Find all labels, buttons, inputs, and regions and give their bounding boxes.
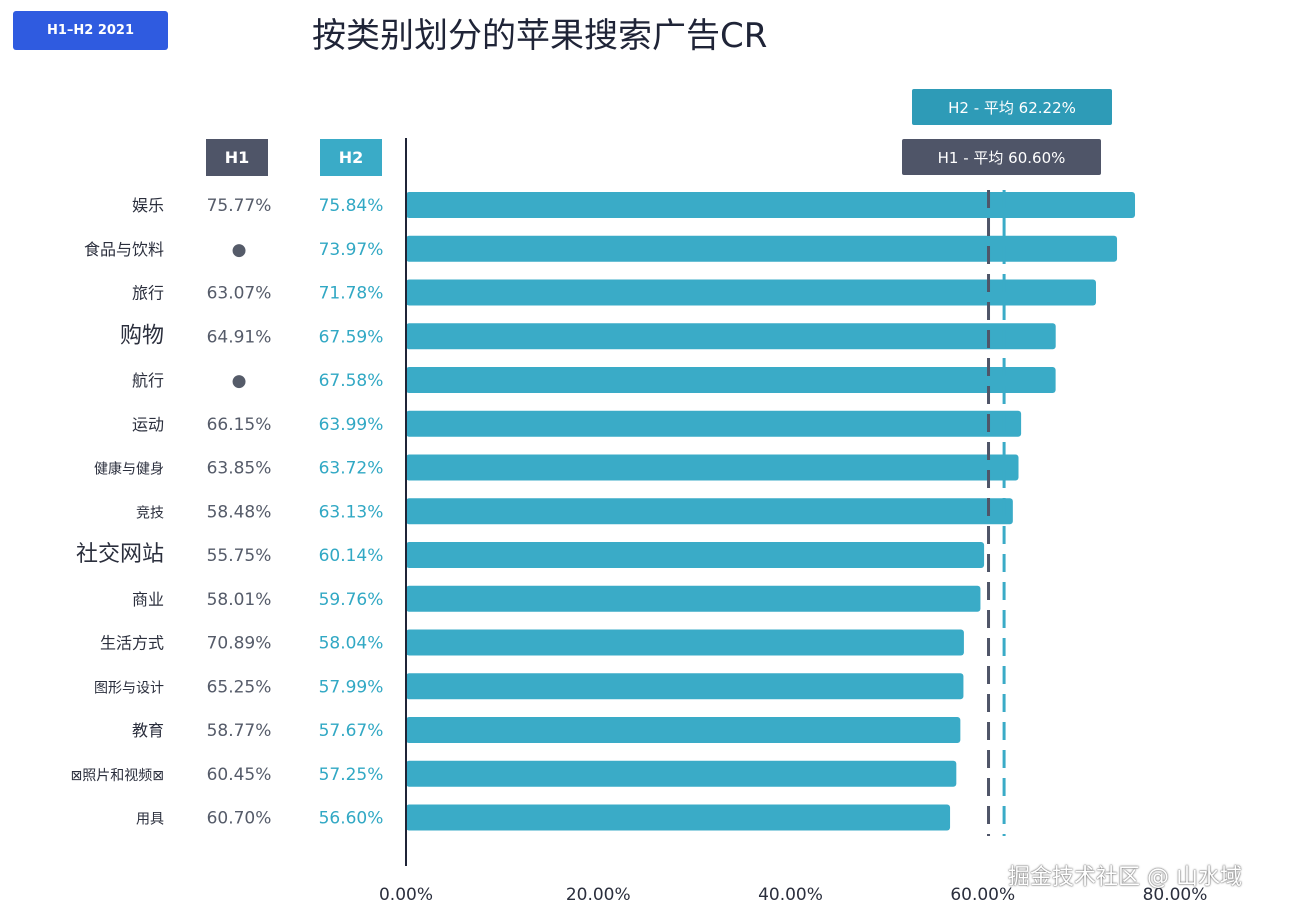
category-label: 购物: [120, 323, 164, 348]
category-label: 娱乐: [132, 196, 164, 215]
x-tick-label: 20.00%: [566, 885, 631, 905]
category-label: 生活方式: [100, 634, 164, 653]
bar-h2: [406, 410, 1022, 437]
h2-value-label: 73.97%: [319, 240, 384, 260]
h2-value-label: 57.99%: [319, 677, 384, 697]
h1-value-label: 55.75%: [207, 546, 272, 566]
x-tick-label: 0.00%: [379, 885, 433, 905]
bar-h2: [406, 804, 951, 831]
h1-value-label: 64.91%: [207, 327, 272, 347]
h1-value-label: ●: [232, 240, 247, 260]
category-label: 食品与饮料: [84, 240, 164, 259]
bar-h2: [406, 629, 964, 656]
h2-value-label: 59.76%: [319, 590, 384, 610]
h2-column-header: H2: [320, 139, 382, 176]
h1-value-label: 63.85%: [207, 459, 272, 479]
x-tick-label: 40.00%: [758, 885, 823, 905]
h1-value-label: ●: [232, 371, 247, 391]
x-tick-label: 60.00%: [950, 885, 1015, 905]
category-label: 竞技: [136, 504, 164, 521]
category-label: 健康与健身: [94, 461, 164, 478]
bar-h2: [406, 279, 1096, 306]
h1-value-label: 66.15%: [207, 415, 272, 435]
category-label: 商业: [132, 590, 164, 609]
h2-value-label: 60.14%: [319, 546, 384, 566]
h1-value-label: 60.70%: [207, 809, 272, 829]
bar-h2: [406, 235, 1118, 262]
h2-value-label: 71.78%: [319, 284, 384, 304]
x-tick-label: 80.00%: [1143, 885, 1208, 905]
h1-value-label: 58.48%: [207, 502, 272, 522]
h2-value-label: 58.04%: [319, 634, 384, 654]
h1-value-label: 65.25%: [207, 677, 272, 697]
h2-value-label: 63.72%: [319, 459, 384, 479]
category-label: 运动: [132, 415, 164, 434]
bar-h2: [406, 323, 1056, 350]
bar-h2: [406, 498, 1013, 525]
h1-average-label: H1 - 平均 60.60%: [902, 139, 1101, 175]
h1-value-label: 63.07%: [207, 284, 272, 304]
category-label: ⊠照片和视频⊠: [71, 768, 164, 784]
h2-average-label: H2 - 平均 62.22%: [912, 89, 1112, 125]
bar-h2: [406, 367, 1056, 393]
bar-h2: [406, 454, 1019, 481]
h2-value-label: 56.60%: [319, 809, 384, 829]
period-badge: H1–H2 2021: [13, 11, 168, 50]
category-label: 航行: [132, 371, 164, 390]
h2-value-label: 67.59%: [319, 327, 384, 347]
category-label: 旅行: [132, 284, 164, 303]
h1-value-label: 75.77%: [207, 196, 272, 216]
h1-column-header: H1: [206, 139, 268, 176]
bar-h2: [406, 717, 961, 743]
h2-value-label: 67.58%: [319, 371, 384, 391]
watermark: 掘金技术社区 @ 山水域: [1008, 865, 1242, 890]
bar-h2: [406, 760, 957, 787]
bar-h2: [406, 585, 981, 612]
h2-value-label: 57.25%: [319, 765, 384, 785]
chart-title: 按类别划分的苹果搜索广告CR: [312, 16, 768, 56]
h2-value-label: 57.67%: [319, 721, 384, 741]
bar-h2: [406, 192, 1136, 218]
h1-value-label: 58.01%: [207, 590, 272, 610]
h2-value-label: 63.99%: [319, 415, 384, 435]
h1-value-label: 70.89%: [207, 634, 272, 654]
category-label: 用具: [136, 812, 164, 828]
bar-h2: [406, 542, 985, 568]
h2-value-label: 75.84%: [319, 196, 384, 216]
bar-h2: [406, 673, 964, 700]
h1-value-label: 58.77%: [207, 721, 272, 741]
category-label: 图形与设计: [94, 680, 164, 696]
h2-value-label: 63.13%: [319, 502, 384, 522]
h1-value-label: 60.45%: [207, 765, 272, 785]
category-label: 教育: [132, 721, 164, 740]
category-label: 社交网站: [76, 542, 164, 567]
